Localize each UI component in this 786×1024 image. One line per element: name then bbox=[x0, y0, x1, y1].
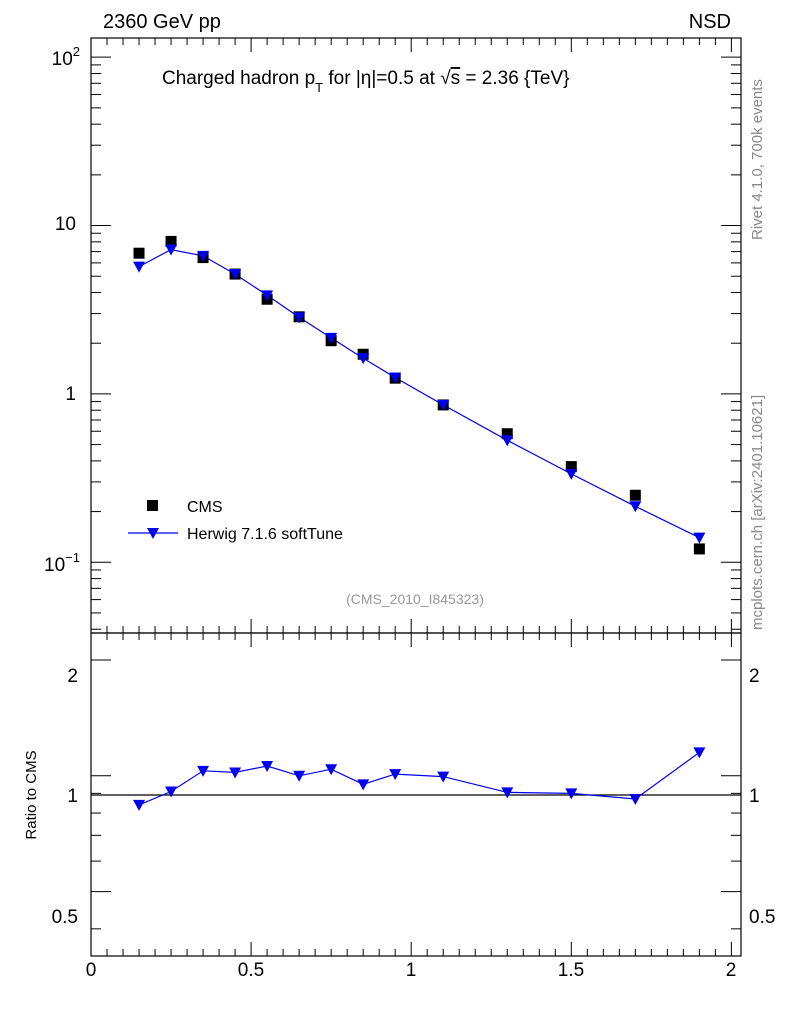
ratio-y-tick-label-1: 1 bbox=[67, 786, 78, 807]
cms-data-point bbox=[165, 235, 177, 247]
ratio-data-point bbox=[437, 771, 450, 783]
x-tick-label-0.5: 0.5 bbox=[238, 960, 264, 981]
ratio-y-tick-label-right-0.5: 0.5 bbox=[749, 907, 775, 928]
x-tick-label-0: 0 bbox=[86, 960, 97, 981]
header-right-label: NSD bbox=[689, 11, 731, 33]
ratio-y-tick-label-right-2: 2 bbox=[749, 666, 760, 687]
ratio-y-tick-label-right-1: 1 bbox=[749, 786, 760, 807]
ratio-data-point bbox=[693, 747, 706, 759]
herwig-data-point bbox=[437, 399, 450, 411]
y-tick-label-0.1: 10−1 bbox=[44, 550, 80, 576]
ratio-data-point bbox=[165, 786, 178, 798]
herwig-data-point bbox=[389, 372, 402, 384]
cms-data-point bbox=[693, 543, 705, 555]
main-panel-frame bbox=[90, 37, 742, 634]
analysis-id-annotation: (CMS_2010_I845323) bbox=[346, 591, 484, 607]
ratio-data-layer bbox=[133, 747, 706, 811]
herwig-data-point bbox=[133, 261, 146, 273]
herwig-series-line bbox=[138, 248, 700, 539]
herwig-data-point bbox=[565, 468, 578, 480]
ratio-y-tick-label-0.5: 0.5 bbox=[52, 907, 78, 928]
cms-data-point bbox=[133, 247, 145, 259]
herwig-data-point bbox=[325, 332, 338, 344]
ratio-data-point bbox=[565, 788, 578, 800]
ratio-y-tick-label-2: 2 bbox=[67, 666, 78, 687]
main-data-layer bbox=[133, 235, 706, 555]
ratio-y-axis-label: Ratio to CMS bbox=[23, 750, 40, 839]
ratio-data-point bbox=[357, 779, 370, 791]
herwig-data-point bbox=[229, 269, 242, 281]
y-tick-label-1: 1 bbox=[65, 384, 76, 405]
ratio-data-point bbox=[501, 787, 514, 799]
x-tick-label-1: 1 bbox=[406, 960, 417, 981]
cms-data-point bbox=[501, 428, 513, 440]
ratio-data-point bbox=[229, 767, 242, 779]
ratio-data-point bbox=[629, 794, 642, 806]
header-left-label: 2360 GeV pp bbox=[103, 11, 221, 33]
legend-marker-cms bbox=[147, 500, 158, 511]
cms-data-point bbox=[629, 489, 641, 501]
main-axis-ticks bbox=[90, 38, 741, 633]
y-tick-label-100: 102 bbox=[52, 44, 80, 70]
ratio-data-point bbox=[325, 764, 338, 776]
herwig-data-point bbox=[293, 312, 306, 324]
cms-data-point bbox=[565, 461, 577, 473]
x-tick-label-1.5: 1.5 bbox=[558, 960, 584, 981]
main-panel: Charged hadron pT for |η|=0.5 at √s = 2.… bbox=[44, 37, 742, 634]
herwig-data-point bbox=[261, 290, 274, 302]
herwig-data-point bbox=[501, 435, 514, 447]
herwig-data-point bbox=[357, 353, 370, 365]
herwig-data-point bbox=[693, 532, 706, 544]
ratio-data-point bbox=[197, 765, 210, 777]
ratio-panel: 2 1 0.5 2 1 0.5 Ratio to CMS 0 0.5 1 1.5… bbox=[23, 632, 775, 981]
herwig-data-point bbox=[629, 501, 642, 513]
herwig-data-point bbox=[197, 250, 210, 262]
ratio-data-point bbox=[389, 769, 402, 781]
ratio-data-point bbox=[133, 799, 146, 811]
legend-marker-herwig bbox=[147, 528, 159, 539]
ratio-axis-ticks bbox=[90, 633, 741, 956]
rivet-version-label: Rivet 4.1.0, 700k events bbox=[749, 79, 766, 240]
herwig-data-point bbox=[165, 244, 178, 256]
ratio-series-line bbox=[138, 751, 700, 806]
y-tick-label-10: 10 bbox=[55, 214, 76, 235]
legend-label-cms: CMS bbox=[187, 499, 223, 516]
x-tick-label-2: 2 bbox=[726, 960, 737, 981]
mcplots-source-label: mcplots.cern.ch [arXiv:2401.10621] bbox=[749, 395, 766, 630]
main-chart-title: Charged hadron pT for |η|=0.5 at √s = 2.… bbox=[162, 68, 569, 95]
legend-label-herwig: Herwig 7.1.6 softTune bbox=[187, 526, 343, 543]
ratio-data-point bbox=[261, 761, 274, 773]
legend: CMS Herwig 7.1.6 softTune bbox=[128, 499, 343, 543]
ratio-data-point bbox=[293, 770, 306, 782]
